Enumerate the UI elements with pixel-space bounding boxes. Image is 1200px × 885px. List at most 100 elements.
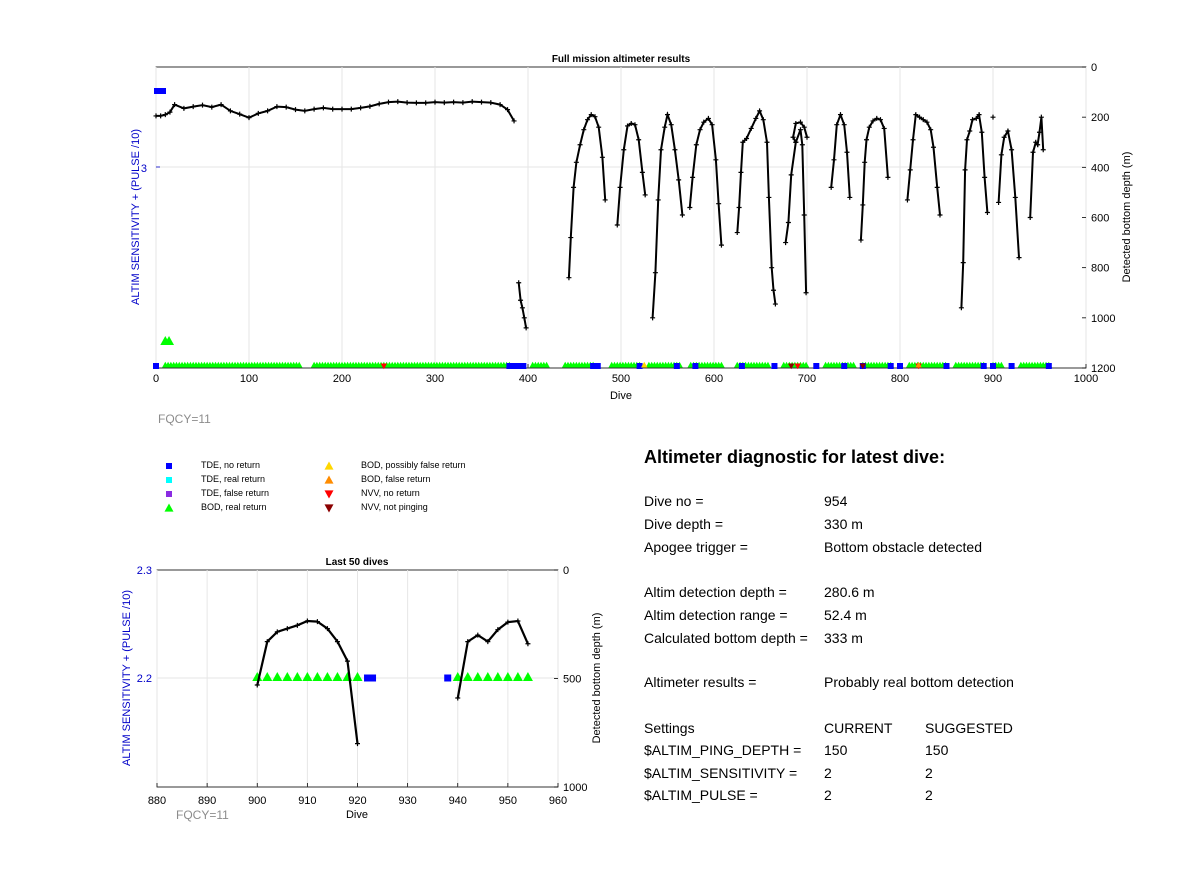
bottom-depth-point (621, 147, 627, 153)
bottom-depth-point (344, 658, 350, 664)
top-y-right-ticks: 0 200 400 600 800 1000 1200 (1082, 62, 1115, 375)
legend-swatch (166, 491, 172, 497)
bottom-depth-point (970, 117, 976, 123)
bottom-depth-point (632, 122, 638, 128)
bottom-depth-point (237, 111, 243, 117)
bottom-depth-point (293, 107, 298, 113)
bottom-depth-point (652, 270, 658, 276)
bottom-depth-point (518, 297, 524, 303)
bottom-depth-point (465, 639, 471, 645)
bottom-depth-point (209, 104, 215, 110)
bod-real-return-marker (296, 361, 303, 368)
tde-no-return-marker (990, 363, 996, 369)
bottom-depth-point (793, 120, 799, 126)
tde-no-return-marker (980, 363, 987, 369)
bottom-depth-point (475, 632, 481, 638)
bottom-depth-point (797, 119, 803, 125)
bottom-depth-point (910, 137, 916, 143)
bottom-depth-point (488, 100, 494, 106)
top-depth-lines (153, 99, 1046, 331)
bottom-depth-point (701, 119, 707, 125)
x-tick-label: 400 (519, 373, 537, 385)
bottom-depth-point (324, 626, 330, 632)
bottom-depth-point (764, 139, 770, 145)
x-tick-label: 200 (333, 373, 351, 385)
bottom-depth-point (617, 184, 623, 190)
bottom-depth-point (274, 629, 280, 635)
bottom-depth-point (581, 127, 587, 133)
bottom-depth-point (1001, 134, 1007, 140)
bod-real-return-marker (472, 672, 483, 681)
legend-swatch (166, 463, 172, 469)
results-label: Altimeter results = (644, 674, 757, 690)
bottom-depth-point (771, 287, 777, 293)
nvv-no-return-marker (380, 363, 388, 370)
bottom-depth-point (485, 639, 491, 645)
bottom-depth-point (797, 127, 803, 133)
bottom-depth-point (1009, 147, 1015, 153)
bottom-depth-point (790, 134, 796, 140)
bottom-depth-point (904, 197, 910, 203)
y-tick-label: 800 (1091, 263, 1109, 275)
bod-possible-false-marker (915, 361, 922, 368)
det-range-label: Altim detection range = (644, 607, 788, 623)
bottom-depth-point (348, 106, 354, 112)
x-tick-label: 940 (449, 795, 467, 807)
settings-label: Settings (644, 720, 695, 736)
setting-name: $ALTIM_PULSE = (644, 787, 758, 803)
x-tick-label: 800 (891, 373, 909, 385)
bottom-depth-point (294, 622, 300, 628)
bottom-depth-point (844, 149, 850, 155)
bottom-depth-point (404, 100, 410, 106)
legend-label-nvv-not-pinging: NVV, not pinging (361, 502, 428, 512)
tde-no-return-marker (897, 363, 903, 369)
bottom-depth-point (788, 172, 794, 178)
bottom-depth-point (828, 184, 834, 190)
bottom-depth-point (930, 144, 936, 150)
legend-swatch (324, 461, 334, 470)
fqcy-label-bottom: FQCY=11 (176, 808, 229, 822)
dive-no-value: 954 (824, 493, 848, 509)
bod-real-return-marker (352, 672, 363, 681)
bottom-depth-point (1035, 142, 1041, 148)
bottom-depth-point (709, 122, 715, 128)
bottom-depth-point (676, 177, 682, 183)
bottom-depth-point (511, 118, 517, 124)
legend-swatch (324, 475, 334, 484)
det-range-value: 52.4 m (824, 607, 867, 623)
bottom-depth-point (831, 157, 837, 163)
full-mission-chart: Full mission altimeter results Dive ALTI… (130, 54, 1133, 402)
bottom-depth-point (668, 122, 674, 128)
bottom-depth-point (662, 124, 668, 130)
bottom-depth-line (859, 117, 889, 241)
det-depth-label: Altim detection depth = (644, 584, 787, 600)
bottom-depth-point (573, 159, 579, 165)
bottom-depth-point (521, 315, 527, 321)
bottom-depth-point (495, 627, 501, 633)
tde-no-return-marker (594, 363, 601, 369)
bottom-depth-point (693, 142, 699, 148)
bottom-y-right-ticks: 0 500 1000 (554, 565, 587, 794)
diagnostic-title: Altimeter diagnostic for latest dive: (644, 447, 946, 467)
bottom-depth-point (998, 152, 1004, 158)
bottom-depth-point (1033, 139, 1039, 145)
top-x-ticks: 0 100 200 300 400 500 600 700 800 900 1000 (153, 364, 1098, 385)
y-tick-label: 600 (1091, 213, 1109, 225)
y-tick-label: 0 (1091, 62, 1097, 74)
bottom-depth-point (713, 157, 719, 163)
bottom-depth-point (227, 108, 233, 114)
bottom-depth-point (920, 117, 926, 123)
tde-no-return-marker (636, 363, 643, 369)
top-y-left-tick-3: 3 (141, 163, 147, 175)
bottom-depth-point (625, 123, 631, 129)
bottom-depth-point (1027, 215, 1033, 220)
legend-label-tde-no-return: TDE, no return (201, 460, 261, 470)
setting-current: 150 (824, 742, 848, 758)
bottom-depth-point (614, 222, 620, 228)
y-tick-label: 500 (563, 674, 581, 686)
bottom-depth-point (967, 128, 973, 134)
tde-no-return-marker (515, 363, 522, 369)
bottom-depth-point (516, 280, 522, 286)
bod-real-return-marker (543, 361, 550, 368)
